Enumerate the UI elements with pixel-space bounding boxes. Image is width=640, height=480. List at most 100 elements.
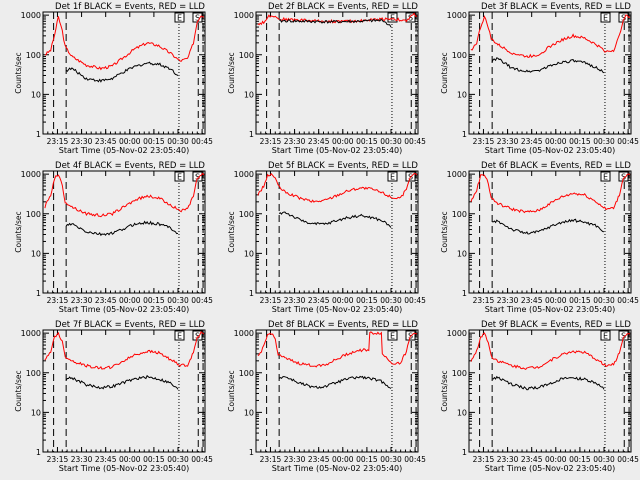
x-tick-label: 00:30 [593, 137, 615, 146]
x-tick-label: 23:45 [521, 455, 543, 464]
events-series-line [491, 57, 605, 74]
x-tick-label: 00:45 [191, 137, 213, 146]
y-tick-label: 10 [31, 408, 41, 417]
x-tick-label: 23:30 [284, 296, 306, 305]
y-tick-label: 10 [457, 90, 467, 99]
chart-panel: Det 8f BLACK = Events, RED = LLD 1 10 100 10… [227, 320, 426, 473]
marker-box [618, 171, 629, 182]
x-axis-label: Start Time (05-Nov-02 23:05:40) [272, 146, 402, 155]
chart-title: Det 2f BLACK = Events, RED = LLD [268, 2, 418, 12]
x-tick-label: 00:00 [332, 137, 354, 146]
y-tick-label: 1000 [234, 170, 254, 179]
x-tick-label: 00:45 [617, 137, 639, 146]
x-tick-label: 00:15 [356, 137, 378, 146]
y-tick-label: 1 [462, 130, 467, 139]
marker-box [600, 12, 611, 23]
marker-label: E [177, 173, 182, 182]
x-tick-label: 00:15 [143, 296, 165, 305]
x-tick-label: 23:30 [284, 455, 306, 464]
y-axis-label: Counts/sec [440, 52, 449, 93]
y-tick-label: 1 [36, 289, 41, 298]
marker-box [192, 330, 203, 341]
chart-panel: Det 6f BLACK = Events, RED = LLD 1 10 100 10… [440, 161, 639, 314]
y-tick-label: 10 [244, 408, 254, 417]
y-tick-label: 1 [36, 130, 41, 139]
marker-label: E [603, 14, 608, 23]
x-tick-label: 23:15 [47, 455, 69, 464]
y-axis-label: Counts/sec [227, 211, 236, 252]
marker-box [387, 330, 398, 341]
x-tick-label: 23:15 [473, 455, 495, 464]
marker-label: E [177, 332, 182, 341]
x-tick-label: 23:30 [71, 137, 93, 146]
lld-series-line [470, 173, 631, 214]
marker-box [174, 12, 185, 23]
marker-box [174, 171, 185, 182]
x-tick-label: 00:15 [356, 296, 378, 305]
y-tick-label: 1 [249, 448, 254, 457]
y-axis-label: Counts/sec [227, 52, 236, 93]
y-axis-label: Counts/sec [14, 211, 23, 252]
events-series-line [278, 375, 392, 389]
x-tick-label: 23:45 [308, 137, 330, 146]
lld-series-line [44, 15, 205, 71]
x-tick-label: 23:15 [47, 137, 69, 146]
x-tick-label: 23:15 [473, 137, 495, 146]
plot-frame [42, 329, 206, 453]
plot-frame [255, 170, 419, 294]
x-tick-label: 00:15 [143, 455, 165, 464]
x-tick-label: 23:30 [497, 296, 519, 305]
marker-label: S [621, 332, 626, 341]
lld-series-line [470, 14, 631, 58]
x-tick-label: 00:00 [545, 137, 567, 146]
y-tick-label: 10 [31, 249, 41, 258]
marker-label: S [621, 14, 626, 23]
plot-frame [468, 170, 632, 294]
x-tick-label: 23:30 [497, 137, 519, 146]
y-tick-label: 100 [26, 210, 41, 219]
y-tick-label: 1 [249, 130, 254, 139]
chart-panel: Det 4f BLACK = Events, RED = LLD 1 10 100 10… [14, 161, 213, 314]
y-tick-label: 1000 [447, 11, 467, 20]
plot-frame [255, 329, 419, 453]
x-axis-label: Start Time (05-Nov-02 23:05:40) [485, 464, 615, 473]
plot-frame [468, 329, 632, 453]
y-tick-label: 1 [462, 289, 467, 298]
x-tick-label: 23:30 [497, 455, 519, 464]
y-tick-label: 1000 [21, 11, 41, 20]
x-axis-label: Start Time (05-Nov-02 23:05:40) [59, 146, 189, 155]
x-tick-label: 00:45 [404, 137, 426, 146]
y-tick-label: 1000 [447, 329, 467, 338]
plot-frame [42, 170, 206, 294]
y-tick-label: 100 [452, 51, 467, 60]
x-tick-label: 23:45 [521, 137, 543, 146]
x-tick-label: 00:45 [617, 296, 639, 305]
y-tick-label: 10 [31, 90, 41, 99]
chart-panel: Det 9f BLACK = Events, RED = LLD 1 10 100 10… [440, 320, 639, 473]
x-tick-label: 00:00 [119, 137, 141, 146]
events-series-line [65, 61, 179, 83]
lld-series-line [470, 332, 631, 371]
y-tick-label: 100 [239, 51, 254, 60]
x-tick-label: 00:00 [119, 296, 141, 305]
x-axis-label: Start Time (05-Nov-02 23:05:40) [485, 146, 615, 155]
x-tick-label: 00:45 [191, 455, 213, 464]
marker-label: E [603, 173, 608, 182]
plot-frame [42, 11, 206, 135]
plot-frame [255, 11, 419, 135]
x-tick-label: 23:15 [260, 296, 282, 305]
events-series-line [65, 220, 179, 237]
chart-panel: Det 1f BLACK = Events, RED = LLD 1 10 100 10… [14, 2, 213, 155]
chart-title: Det 3f BLACK = Events, RED = LLD [481, 2, 631, 12]
y-tick-label: 10 [244, 90, 254, 99]
marker-label: S [195, 173, 200, 182]
x-tick-label: 00:00 [332, 455, 354, 464]
y-axis-label: Counts/sec [440, 211, 449, 252]
x-axis-label: Start Time (05-Nov-02 23:05:40) [485, 305, 615, 314]
x-tick-label: 00:30 [167, 296, 189, 305]
y-tick-label: 10 [244, 249, 254, 258]
lld-series-line [44, 330, 205, 370]
x-tick-label: 23:15 [260, 455, 282, 464]
x-tick-label: 23:15 [260, 137, 282, 146]
marker-box [405, 12, 416, 23]
